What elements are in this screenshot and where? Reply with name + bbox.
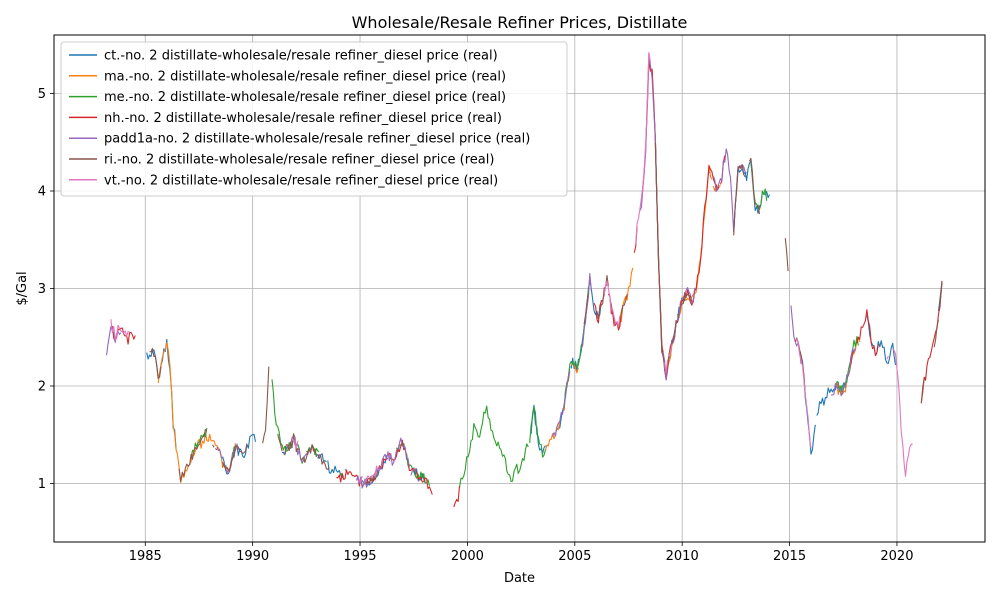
legend-label: ct.-no. 2 distillate-wholesale/resale re…	[104, 49, 498, 64]
x-tick-label: 1985	[129, 549, 162, 564]
legend-label: ri.-no. 2 distillate-wholesale/resale re…	[104, 153, 494, 168]
chart-title: Wholesale/Resale Refiner Prices, Distill…	[352, 13, 688, 32]
x-tick-label: 1990	[236, 549, 269, 564]
x-tick-label: 2000	[451, 549, 484, 564]
series-line-6	[110, 51, 913, 484]
series-lines	[106, 51, 943, 508]
x-axis-label: Date	[504, 571, 535, 586]
x-tick-label: 2005	[558, 549, 591, 564]
legend-label: padd1a-no. 2 distillate-wholesale/resale…	[104, 132, 530, 147]
legend-label: ma.-no. 2 distillate-wholesale/resale re…	[104, 69, 506, 84]
y-tick-label: 2	[38, 380, 46, 395]
x-tick-label: 2020	[880, 549, 913, 564]
legend-box	[60, 41, 568, 197]
legend-label: nh.-no. 2 distillate-wholesale/resale re…	[104, 111, 502, 126]
series-line-5	[149, 142, 943, 486]
legend-label: me.-no. 2 distillate-wholesale/resale re…	[104, 90, 506, 105]
axis-ticks: 1985 1990 1995 2000 2005 2010 2015 2020 1 2 3 4 5	[38, 87, 914, 564]
legend: ct.-no. 2 distillate-wholesale/resale re…	[60, 41, 568, 197]
x-tick-label: 2015	[773, 549, 806, 564]
y-tick-label: 1	[38, 477, 46, 492]
y-tick-label: 3	[38, 282, 46, 297]
y-axis-label: $/Gal	[15, 271, 30, 305]
y-tick-label: 4	[38, 185, 46, 200]
y-tick-label: 5	[38, 87, 46, 102]
x-tick-label: 2010	[666, 549, 699, 564]
legend-label: vt.-no. 2 distillate-wholesale/resale re…	[104, 173, 498, 188]
x-tick-label: 1995	[343, 549, 376, 564]
